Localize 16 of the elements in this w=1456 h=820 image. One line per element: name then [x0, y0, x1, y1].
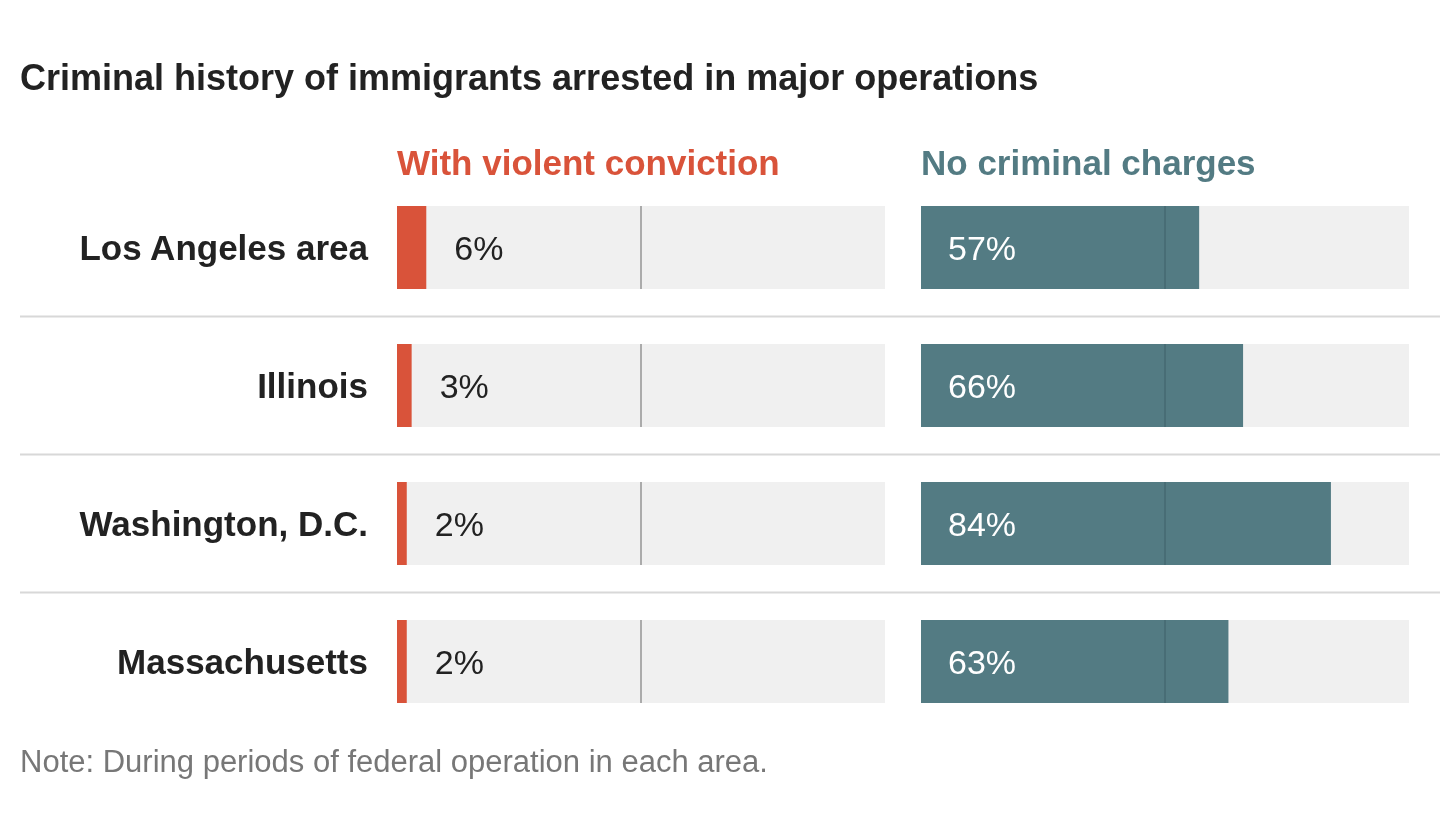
data-label: 63% — [948, 642, 1017, 681]
data-label: 57% — [948, 228, 1017, 267]
y-tick-label: Washington, D.C. — [79, 503, 368, 543]
data-label: 2% — [434, 642, 484, 681]
series-label: No criminal charges — [921, 143, 1256, 182]
chart-title: Criminal history of immigrants arrested in major operations — [20, 57, 1039, 98]
data-label: 3% — [439, 366, 489, 405]
y-tick-label: Massachusetts — [117, 641, 368, 681]
data-label: 66% — [948, 366, 1017, 405]
text: Note: During periods of federal operation in each area. — [20, 744, 768, 779]
data-label: 2% — [434, 504, 484, 543]
y-tick-label: Illinois — [257, 365, 368, 405]
y-tick-label: Los Angeles area — [79, 227, 369, 267]
series-label: With violent conviction — [397, 143, 780, 182]
data-label: 6% — [454, 228, 504, 267]
data-label: 84% — [948, 504, 1017, 543]
